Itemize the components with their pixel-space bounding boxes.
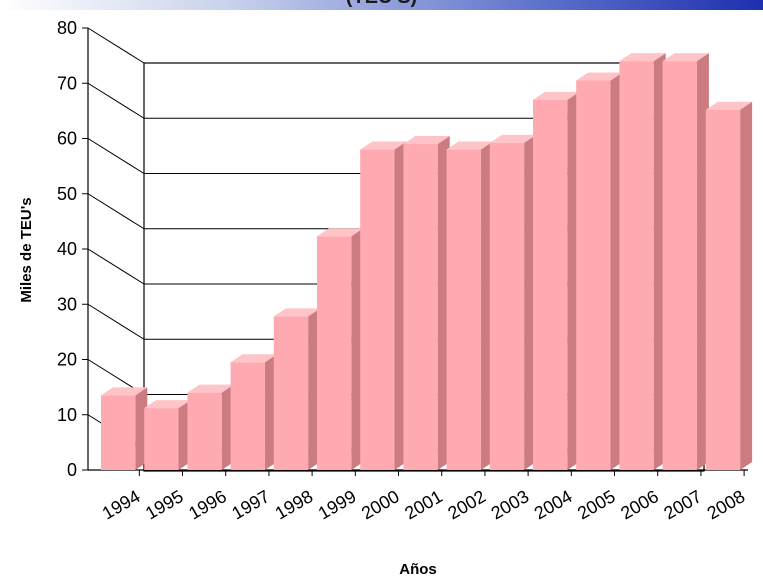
gridline-diagonal	[87, 303, 145, 340]
bar-2000	[360, 141, 407, 471]
bar	[187, 392, 222, 470]
x-tick-label: 1998	[272, 486, 317, 523]
bar-top	[576, 72, 623, 81]
bar-top	[360, 141, 407, 150]
bar-top	[144, 400, 191, 409]
bar-top	[619, 53, 666, 62]
x-tick-label: 2003	[488, 486, 533, 523]
y-tick-label: 20	[57, 350, 77, 370]
y-tick-label: 40	[57, 239, 77, 259]
bar-1997	[230, 354, 277, 470]
bar	[662, 61, 697, 471]
bar	[446, 149, 481, 471]
bar-top	[446, 141, 493, 150]
x-tick-label: 1995	[142, 486, 187, 523]
y-tick-label: 0	[67, 460, 77, 480]
bar-top	[101, 387, 148, 396]
gridline-diagonal	[87, 193, 145, 230]
bar-1996	[187, 384, 234, 470]
bar	[360, 149, 395, 471]
y-tick-label: 10	[57, 405, 77, 425]
gridline-diagonal	[87, 27, 145, 64]
x-axis-title: Años	[399, 561, 437, 578]
bar-2006	[619, 53, 666, 471]
header-gradient-bar	[0, 0, 763, 10]
gridline-diagonal	[87, 138, 145, 174]
bar-top	[403, 136, 450, 145]
x-tick-label: 2000	[358, 486, 403, 523]
bar	[317, 236, 352, 470]
y-tick-label: 80	[57, 18, 77, 38]
bar-2005	[576, 72, 623, 471]
bar	[489, 142, 525, 471]
y-tick-label: 70	[57, 73, 77, 93]
gridline-diagonal	[87, 82, 145, 119]
y-axis-title: Miles de TEU's	[18, 197, 35, 302]
y-tick-label: 50	[57, 184, 77, 204]
bar-top	[489, 134, 537, 143]
chart-title-fragment: (TEU'S)	[0, 0, 763, 9]
y-tick-label: 30	[57, 294, 77, 314]
x-tick-label: 2001	[401, 486, 446, 523]
bar-top	[705, 101, 753, 110]
x-tick-label: 1996	[185, 486, 230, 523]
bar-1994	[101, 387, 148, 470]
bar-top	[533, 91, 580, 100]
x-tick-label: 1994	[99, 486, 144, 523]
bar-1998	[273, 308, 321, 470]
x-tick-label: 1999	[315, 486, 360, 523]
bar-top	[662, 53, 709, 62]
x-tick-labels: 1994199519961997199819992000200120022003…	[99, 486, 748, 523]
bar-1995	[144, 400, 191, 470]
x-tick-label: 2008	[704, 486, 749, 523]
bar-top	[230, 354, 277, 363]
x-tick-label: 2002	[444, 486, 489, 523]
bar-top	[273, 308, 321, 317]
bar-2001	[403, 136, 450, 470]
bar	[230, 362, 265, 470]
bar-2008	[705, 101, 753, 471]
bar-2003	[489, 134, 537, 471]
bar	[144, 408, 179, 470]
y-tick-label: 60	[57, 129, 77, 149]
bar-top	[317, 228, 364, 237]
bar	[619, 61, 654, 471]
bar-2007	[662, 53, 709, 471]
bar-1999	[317, 228, 364, 470]
x-tick-label: 2006	[617, 486, 662, 523]
x-tick-label: 2007	[660, 486, 705, 523]
bar-2002	[446, 141, 493, 471]
bar	[403, 144, 438, 470]
x-tick-label: 2004	[531, 486, 576, 523]
bars	[101, 53, 753, 471]
x-tick-label: 2005	[574, 486, 619, 523]
bar-2004	[533, 91, 580, 470]
gridline-diagonal	[87, 248, 145, 285]
bar-top	[187, 384, 234, 393]
y-tick-labels: 0 10 20 30 40 50 60 70 80	[57, 18, 77, 480]
bar-side	[740, 101, 753, 471]
x-tick-label: 1997	[228, 486, 273, 523]
bar	[705, 109, 741, 471]
bar	[273, 316, 309, 470]
bar	[101, 395, 136, 470]
bar	[533, 99, 568, 470]
bar	[576, 80, 611, 471]
